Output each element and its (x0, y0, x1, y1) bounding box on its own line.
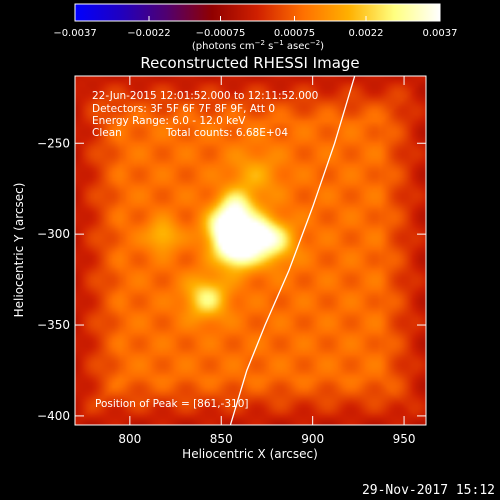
plot-timestamp: 29-Nov-2017 15:12 (362, 483, 495, 498)
colorbar-tick-label: 0.0037 (423, 28, 458, 39)
colorbar-tick-label: −0.0037 (53, 28, 96, 39)
info-energy-range: Energy Range: 6.0 - 12.0 keV (92, 115, 246, 127)
colorbar-ticks: −0.0037 −0.0022 −0.00075 0.00075 0.0022 0.003… (53, 16, 458, 39)
colorbar-label: (photons cm−2 s−1 asec−2) (192, 39, 324, 52)
colorbar (74, 3, 441, 22)
info-total-counts: Total counts: 6.68E+04 (165, 127, 288, 139)
info-detectors: Detectors: 3F 5F 6F 7F 8F 9F, Att 0 (92, 103, 275, 115)
peak-position-label: Position of Peak = [861,-310] (95, 398, 249, 410)
colorbar-tick-label: −0.0022 (127, 28, 170, 39)
info-clean-method: Clean (92, 127, 122, 139)
solar-limb-curve (229, 76, 356, 425)
y-axis-label: Heliocentric Y (arcsec) (12, 183, 26, 318)
heatmap-image (75, 76, 426, 425)
x-tick-label: 850 (210, 432, 233, 446)
colorbar-tick-label: −0.00075 (196, 28, 246, 39)
y-tick-label: −400 (37, 409, 70, 423)
colorbar-tick-label: 0.0022 (349, 28, 384, 39)
y-tick-label: −250 (37, 136, 70, 150)
x-axis-label: Heliocentric X (arcsec) (182, 447, 318, 461)
y-tick-label: −350 (37, 318, 70, 332)
y-tick-label: −300 (37, 227, 70, 241)
heatmap-area (75, 76, 426, 425)
chart-title: Reconstructed RHESSI Image (140, 54, 359, 72)
plot-frame (74, 75, 427, 426)
x-tick-label: 800 (118, 432, 141, 446)
x-tick-label: 950 (393, 432, 416, 446)
info-time-range: 22-Jun-2015 12:01:52.000 to 12:11:52.000 (92, 90, 318, 102)
x-tick-label: 900 (301, 432, 324, 446)
colorbar-tick-label: 0.00075 (274, 28, 315, 39)
axis-ticks: 800 850 900 950 −250 −300 −350 −400 (37, 76, 426, 446)
